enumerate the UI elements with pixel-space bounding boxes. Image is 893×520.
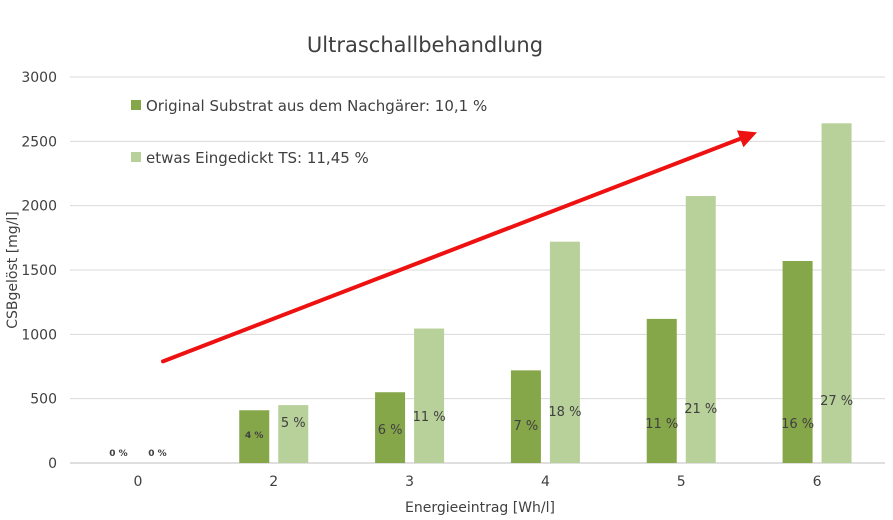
data-label: 5 %	[281, 416, 306, 431]
y-tick-label: 1500	[21, 263, 57, 279]
data-label: 11 %	[645, 417, 678, 432]
y-axis-ticks: 0 500 1000 1500 2000 2500 3000	[21, 70, 57, 472]
data-label: 0 %	[148, 449, 166, 459]
data-label: 0 %	[109, 449, 127, 459]
x-tick-label: 5	[677, 474, 686, 490]
x-axis-ticks: 0 2 3 4 5 6	[133, 474, 821, 490]
x-axis-label: Energieeintrag [Wh/l]	[405, 500, 555, 516]
bar	[414, 328, 445, 463]
y-tick-label: 0	[48, 456, 57, 472]
legend-label: Original Substrat aus dem Nachgärer: 10,…	[146, 97, 487, 115]
bars	[239, 123, 852, 463]
data-label: 27 %	[820, 394, 853, 409]
legend-swatch	[131, 152, 141, 162]
data-label: 6 %	[378, 423, 403, 438]
legend: Original Substrat aus dem Nachgärer: 10,…	[131, 97, 487, 167]
bar	[685, 196, 716, 463]
x-tick-label: 3	[405, 474, 414, 490]
x-tick-label: 0	[133, 474, 142, 490]
gridlines	[70, 76, 885, 464]
y-tick-label: 500	[30, 392, 57, 408]
trend-arrow-head	[736, 130, 757, 148]
y-tick-label: 3000	[21, 70, 57, 86]
data-labels: 0 % 4 % 6 % 7 % 11 % 16 % 0 % 5 % 11 % 18 % 21 % 27…	[109, 394, 853, 459]
data-label: 21 %	[684, 402, 717, 417]
x-tick-label: 2	[269, 474, 278, 490]
data-label: 18 %	[548, 405, 581, 420]
bar	[278, 405, 309, 463]
bar	[510, 370, 541, 463]
data-label: 7 %	[514, 419, 539, 434]
trend-arrow-line	[161, 136, 743, 364]
chart-title: Ultraschallbehandlung	[307, 33, 543, 57]
x-tick-label: 4	[541, 474, 550, 490]
legend-swatch	[131, 100, 141, 110]
bar	[549, 241, 580, 463]
bar	[821, 123, 852, 463]
bar	[375, 392, 406, 463]
x-tick-label: 6	[813, 474, 822, 490]
data-label: 4 %	[245, 431, 263, 441]
trend-arrow	[161, 130, 757, 364]
bar	[782, 260, 813, 463]
bar	[646, 318, 677, 463]
data-label: 11 %	[413, 410, 446, 425]
y-tick-label: 2500	[21, 134, 57, 150]
legend-label: etwas Eingedickt TS: 11,45 %	[146, 149, 369, 167]
bar	[239, 410, 270, 463]
y-tick-label: 2000	[21, 199, 57, 215]
y-tick-label: 1000	[21, 327, 57, 343]
y-axis-label: CSBgelöst [mg/l]	[5, 211, 21, 329]
data-label: 16 %	[781, 417, 814, 432]
